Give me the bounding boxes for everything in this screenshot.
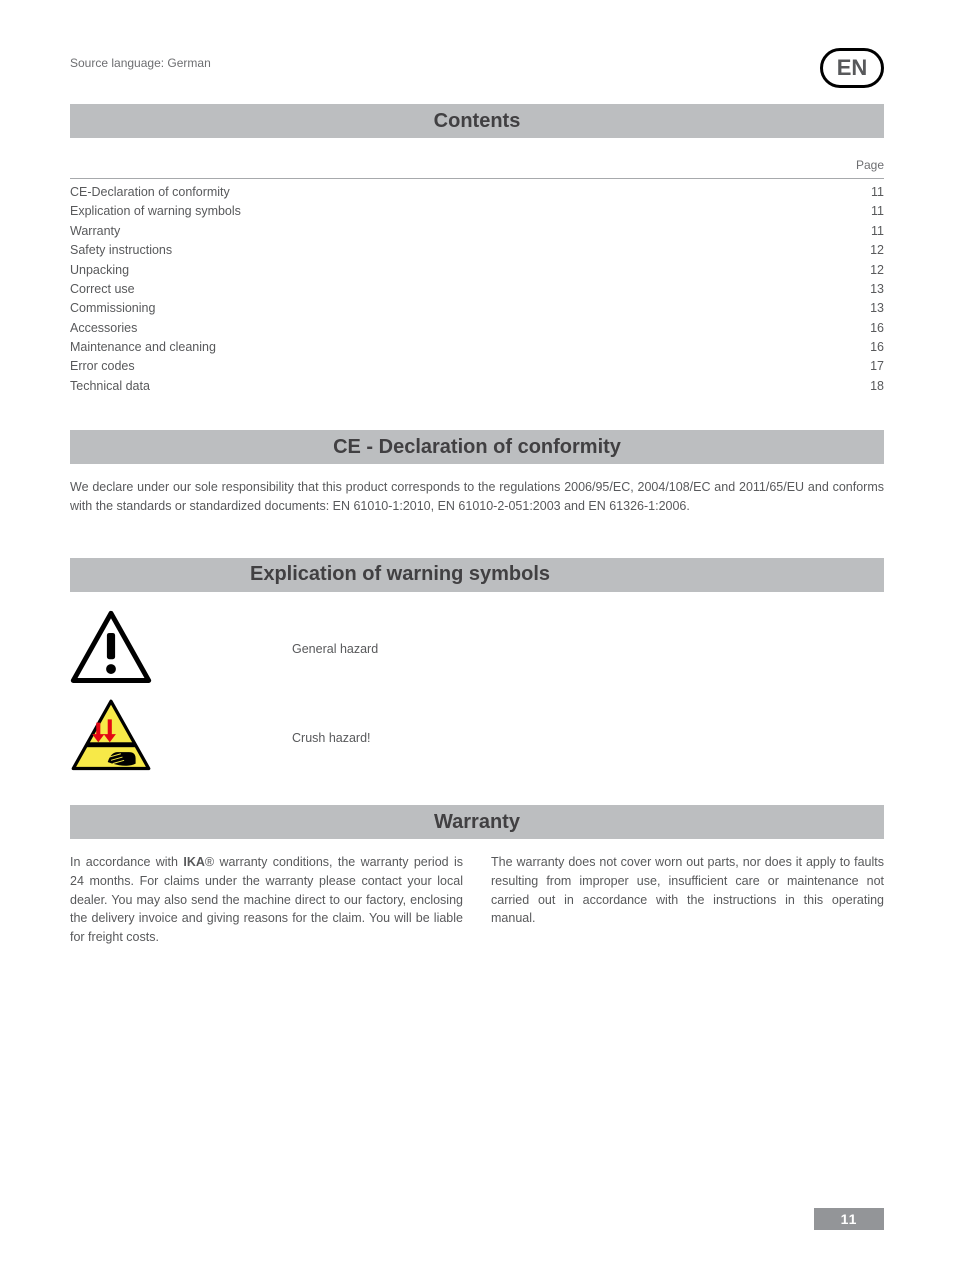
toc-item-label: Unpacking xyxy=(70,261,129,280)
toc-row: Correct use 13 xyxy=(70,280,884,299)
toc-item-page: 13 xyxy=(870,299,884,318)
warranty-reg-mark: ® xyxy=(205,855,214,869)
toc-row: Error codes 17 xyxy=(70,357,884,376)
crush-hazard-label: Crush hazard! xyxy=(292,731,371,745)
toc-item-label: Accessories xyxy=(70,319,137,338)
toc-item-label: Commissioning xyxy=(70,299,155,318)
toc-row: CE-Declaration of conformity 11 xyxy=(70,183,884,202)
toc-item-page: 12 xyxy=(870,261,884,280)
toc-row: Accessories 16 xyxy=(70,319,884,338)
warranty-heading: Warranty xyxy=(70,805,884,839)
toc-item-page: 17 xyxy=(870,357,884,376)
toc-row: Technical data 18 xyxy=(70,377,884,396)
toc-item-label: CE-Declaration of conformity xyxy=(70,183,230,202)
warranty-col-1: In accordance with IKA® warranty conditi… xyxy=(70,853,463,947)
toc-item-label: Warranty xyxy=(70,222,120,241)
general-hazard-label: General hazard xyxy=(292,642,378,656)
symbol-row-crush-hazard: Crush hazard! xyxy=(70,698,884,777)
crush-hazard-icon xyxy=(70,698,152,777)
toc-list: CE-Declaration of conformity 11 Explicati… xyxy=(70,178,884,396)
page-number: 11 xyxy=(841,1211,858,1227)
toc-item-page: 12 xyxy=(870,241,884,260)
source-language-label: Source language: German xyxy=(70,56,884,70)
general-hazard-icon xyxy=(70,610,152,689)
warranty-text-prefix: In accordance with xyxy=(70,855,183,869)
toc-row: Maintenance and cleaning 16 xyxy=(70,338,884,357)
toc-row: Explication of warning symbols 11 xyxy=(70,202,884,221)
toc-row: Warranty 11 xyxy=(70,222,884,241)
contents-heading: Contents xyxy=(70,104,884,138)
language-code: EN xyxy=(837,55,868,81)
toc-row: Unpacking 12 xyxy=(70,261,884,280)
warranty-col-2: The warranty does not cover worn out par… xyxy=(491,853,884,947)
toc-item-page: 18 xyxy=(870,377,884,396)
symbol-row-general-hazard: General hazard xyxy=(70,610,884,689)
toc-item-page: 16 xyxy=(870,338,884,357)
warranty-columns: In accordance with IKA® warranty conditi… xyxy=(70,853,884,947)
toc-item-label: Technical data xyxy=(70,377,150,396)
ce-declaration-heading: CE - Declaration of conformity xyxy=(70,430,884,464)
toc-item-label: Maintenance and cleaning xyxy=(70,338,216,357)
toc-row: Safety instructions 12 xyxy=(70,241,884,260)
toc-item-label: Explication of warning symbols xyxy=(70,202,241,221)
ce-declaration-text: We declare under our sole responsibility… xyxy=(70,478,884,516)
toc-item-label: Correct use xyxy=(70,280,135,299)
toc-item-page: 11 xyxy=(871,183,884,202)
toc-item-page: 16 xyxy=(870,319,884,338)
toc-item-page: 11 xyxy=(871,202,884,221)
warning-symbols-heading: Explication of warning symbols xyxy=(70,558,884,592)
language-badge: EN xyxy=(820,48,884,88)
toc-item-page: 13 xyxy=(870,280,884,299)
warranty-brand: IKA xyxy=(183,855,205,869)
toc-row: Commissioning 13 xyxy=(70,299,884,318)
toc-item-label: Error codes xyxy=(70,357,135,376)
toc-page-label: Page xyxy=(70,158,884,172)
page-number-badge: 11 xyxy=(814,1208,884,1230)
toc-item-label: Safety instructions xyxy=(70,241,172,260)
toc-item-page: 11 xyxy=(871,222,884,241)
